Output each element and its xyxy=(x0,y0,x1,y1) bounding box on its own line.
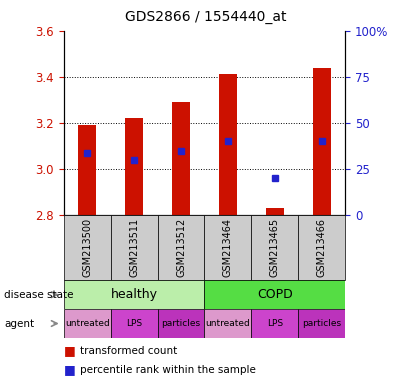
Bar xyxy=(204,215,252,280)
Text: particles: particles xyxy=(162,319,201,328)
Bar xyxy=(125,118,143,215)
Text: healthy: healthy xyxy=(111,288,157,301)
Text: COPD: COPD xyxy=(257,288,293,301)
Bar xyxy=(252,215,298,280)
Text: ■: ■ xyxy=(64,363,76,376)
Text: LPS: LPS xyxy=(267,319,283,328)
Text: untreated: untreated xyxy=(206,319,250,328)
Bar xyxy=(64,280,204,309)
Bar xyxy=(204,280,345,309)
Bar xyxy=(157,309,205,338)
Text: GSM213465: GSM213465 xyxy=(270,218,280,277)
Text: LPS: LPS xyxy=(126,319,142,328)
Bar xyxy=(219,74,237,215)
Text: transformed count: transformed count xyxy=(80,346,178,356)
Bar xyxy=(298,309,345,338)
Bar xyxy=(111,309,157,338)
Bar xyxy=(266,208,284,215)
Text: GSM213464: GSM213464 xyxy=(223,218,233,277)
Bar xyxy=(204,309,252,338)
Text: disease state: disease state xyxy=(4,290,74,300)
Bar xyxy=(111,215,157,280)
Text: GSM213512: GSM213512 xyxy=(176,218,186,277)
Text: untreated: untreated xyxy=(65,319,110,328)
Bar xyxy=(313,68,331,215)
Text: GDS2866 / 1554440_at: GDS2866 / 1554440_at xyxy=(125,10,286,23)
Bar xyxy=(157,215,205,280)
Text: GSM213511: GSM213511 xyxy=(129,218,139,277)
Bar xyxy=(78,125,96,215)
Text: ■: ■ xyxy=(64,344,76,357)
Text: agent: agent xyxy=(4,318,34,329)
Text: percentile rank within the sample: percentile rank within the sample xyxy=(80,364,256,375)
Bar xyxy=(64,309,111,338)
Text: GSM213500: GSM213500 xyxy=(82,218,92,277)
Bar xyxy=(252,309,298,338)
Bar xyxy=(172,102,190,215)
Bar xyxy=(298,215,345,280)
Bar xyxy=(64,215,111,280)
Text: GSM213466: GSM213466 xyxy=(317,218,327,277)
Text: particles: particles xyxy=(302,319,342,328)
